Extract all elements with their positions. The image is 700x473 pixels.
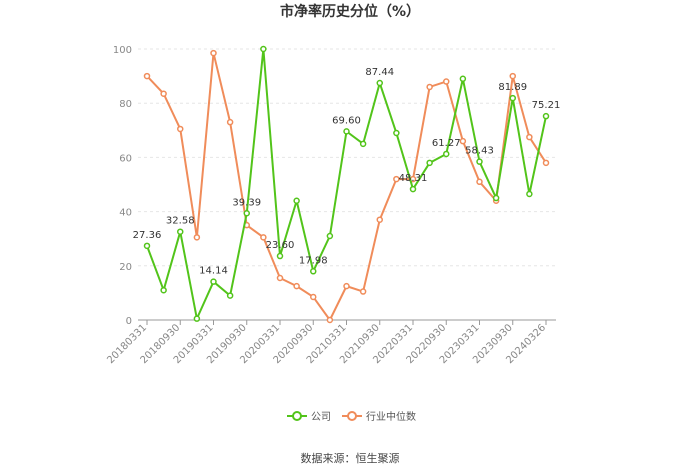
data-point[interactable] bbox=[160, 286, 167, 294]
data-point[interactable] bbox=[376, 79, 383, 87]
data-label: 75.21 bbox=[532, 100, 561, 111]
data-point[interactable] bbox=[310, 293, 317, 301]
y-tick-label: 100 bbox=[113, 45, 132, 56]
data-labels: 27.36 32.58 14.14 39.39 23.60 17.98 69.60 87.44… bbox=[133, 67, 561, 277]
y-tick-label: 20 bbox=[119, 262, 132, 273]
data-point[interactable] bbox=[459, 137, 467, 145]
legend-item-company[interactable]: 公司 bbox=[287, 411, 331, 423]
data-point[interactable] bbox=[210, 278, 217, 285]
legend[interactable]: 公司 行业中位数 bbox=[287, 410, 416, 423]
data-point[interactable] bbox=[210, 49, 217, 57]
data-point[interactable] bbox=[409, 185, 417, 193]
data-label: 48.31 bbox=[399, 173, 428, 184]
data-point[interactable] bbox=[276, 252, 284, 260]
data-point[interactable] bbox=[143, 72, 151, 80]
data-point[interactable] bbox=[160, 90, 167, 97]
legend-label-industry-median: 行业中位数 bbox=[366, 410, 416, 423]
legend-label-company: 公司 bbox=[311, 412, 331, 423]
data-point[interactable] bbox=[376, 216, 383, 223]
data-label: 69.60 bbox=[332, 115, 361, 126]
data-label: 32.58 bbox=[166, 216, 195, 227]
data-point[interactable] bbox=[393, 175, 400, 183]
data-point[interactable] bbox=[293, 282, 300, 290]
data-point[interactable] bbox=[492, 194, 500, 202]
data-point[interactable] bbox=[226, 292, 234, 299]
data-point[interactable] bbox=[177, 125, 184, 133]
series-industry-median bbox=[143, 49, 550, 324]
data-point[interactable] bbox=[226, 118, 234, 126]
data-label: 14.14 bbox=[199, 266, 228, 277]
data-point[interactable] bbox=[509, 72, 516, 80]
data-label: 58.43 bbox=[465, 146, 494, 157]
data-point[interactable] bbox=[476, 158, 483, 165]
data-label: 61.27 bbox=[432, 138, 461, 149]
data-point[interactable] bbox=[310, 268, 317, 275]
data-point[interactable] bbox=[326, 232, 334, 240]
data-point[interactable] bbox=[343, 128, 350, 135]
data-point[interactable] bbox=[343, 282, 350, 290]
data-point[interactable] bbox=[526, 133, 533, 141]
y-tick-label: 80 bbox=[119, 99, 132, 110]
data-label: 27.36 bbox=[133, 230, 162, 241]
series-line bbox=[146, 48, 547, 320]
data-point[interactable] bbox=[359, 140, 367, 148]
data-point[interactable] bbox=[542, 112, 550, 120]
data-point[interactable] bbox=[326, 316, 334, 324]
data-point[interactable] bbox=[426, 83, 433, 91]
data-point[interactable] bbox=[526, 190, 533, 198]
chart-title: 市净率历史分位（%） bbox=[280, 3, 420, 20]
series-company bbox=[143, 45, 550, 322]
y-tick-label: 60 bbox=[119, 153, 132, 164]
data-point[interactable] bbox=[143, 242, 151, 250]
data-point[interactable] bbox=[293, 197, 300, 205]
series-line bbox=[146, 52, 547, 321]
data-point[interactable] bbox=[542, 159, 550, 167]
y-tick-label: 0 bbox=[126, 316, 132, 327]
data-point[interactable] bbox=[260, 234, 267, 241]
data-point[interactable] bbox=[476, 178, 483, 186]
data-point[interactable] bbox=[243, 210, 250, 217]
data-point[interactable] bbox=[276, 274, 284, 282]
data-label: 87.44 bbox=[365, 67, 394, 78]
data-point[interactable] bbox=[443, 150, 450, 158]
data-point[interactable] bbox=[459, 75, 467, 83]
x-axis: 2018033120180930201903312019093020200331… bbox=[105, 319, 556, 366]
legend-item-industry-median[interactable]: 行业中位数 bbox=[342, 410, 416, 423]
data-point[interactable] bbox=[177, 228, 184, 235]
data-source: 数据来源：恒生聚源 bbox=[301, 451, 400, 465]
data-label: 17.98 bbox=[299, 255, 328, 266]
legend-marker-icon bbox=[347, 411, 357, 421]
legend-marker-icon bbox=[292, 411, 302, 421]
data-label: 81.89 bbox=[498, 82, 527, 93]
data-point[interactable] bbox=[426, 159, 433, 167]
data-point[interactable] bbox=[509, 94, 516, 102]
data-point[interactable] bbox=[260, 45, 267, 53]
data-label: 23.60 bbox=[266, 240, 295, 251]
data-point[interactable] bbox=[393, 129, 400, 137]
data-point[interactable] bbox=[443, 78, 450, 85]
y-axis-ticks: 0 20 40 60 80 100 bbox=[113, 45, 132, 327]
data-label: 39.39 bbox=[232, 197, 261, 208]
series-layer bbox=[143, 45, 550, 324]
data-point[interactable] bbox=[193, 315, 201, 322]
y-tick-label: 40 bbox=[119, 208, 132, 219]
data-point[interactable] bbox=[359, 288, 367, 295]
data-point[interactable] bbox=[193, 234, 201, 241]
